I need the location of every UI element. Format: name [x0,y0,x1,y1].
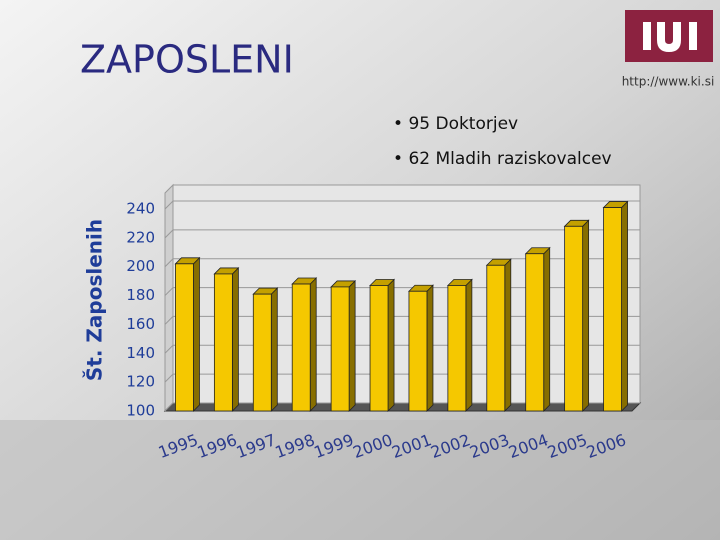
grid-line [164,315,640,325]
grid-line [164,200,640,210]
bar-side [270,287,278,412]
logo-url: http://www.ki.si [622,75,715,89]
y-tick-label: 100 [126,402,155,420]
y-tick-label: 140 [126,344,155,362]
bar-side [309,277,317,412]
grid-line [164,402,640,412]
bullet: • 62 Mladih raziskovalcev [393,149,612,169]
bar [175,263,194,412]
bar-side [231,266,239,412]
logo-mark [643,22,697,52]
grid-line [164,373,640,383]
bullet-text: 62 Mladih raziskovalcev [408,149,611,169]
bar-side [504,258,512,412]
bar [252,293,272,412]
y-tick-label: 220 [126,228,155,246]
logo-box [625,10,713,62]
bar-side [426,284,434,412]
bar-side [193,256,200,412]
bar [486,264,506,412]
bar [603,207,622,412]
y-axis-label: Št. Zaposlenih [83,219,107,381]
bar-side [621,200,628,412]
y-tick-label: 180 [126,286,155,304]
grid-line [164,229,640,239]
y-tick-label: 200 [126,257,155,275]
bar [447,285,467,412]
bar [330,286,350,412]
grid-line [164,258,640,268]
bar-side [348,279,356,412]
y-tick-label: 120 [126,373,155,391]
bar [369,285,389,412]
bar-side [543,246,551,412]
bullet-text: 95 Doktorjev [408,114,518,134]
bar [564,225,584,412]
side-wall [164,183,174,413]
bar [408,290,428,412]
y-tick-label: 240 [126,200,155,218]
bar [291,283,311,412]
bullet: • 95 Doktorjev [393,114,518,134]
slide-title: ZAPOSLENI [80,38,294,82]
bar-side [465,278,473,412]
bar-side [582,219,590,412]
bar [213,273,233,412]
grid-line [164,287,640,296]
ground [0,420,720,540]
bar-side [387,278,395,412]
y-tick-label: 160 [126,315,155,333]
grid-line [164,344,640,354]
bar [525,253,545,412]
logo: http://www.ki.si [622,10,715,89]
